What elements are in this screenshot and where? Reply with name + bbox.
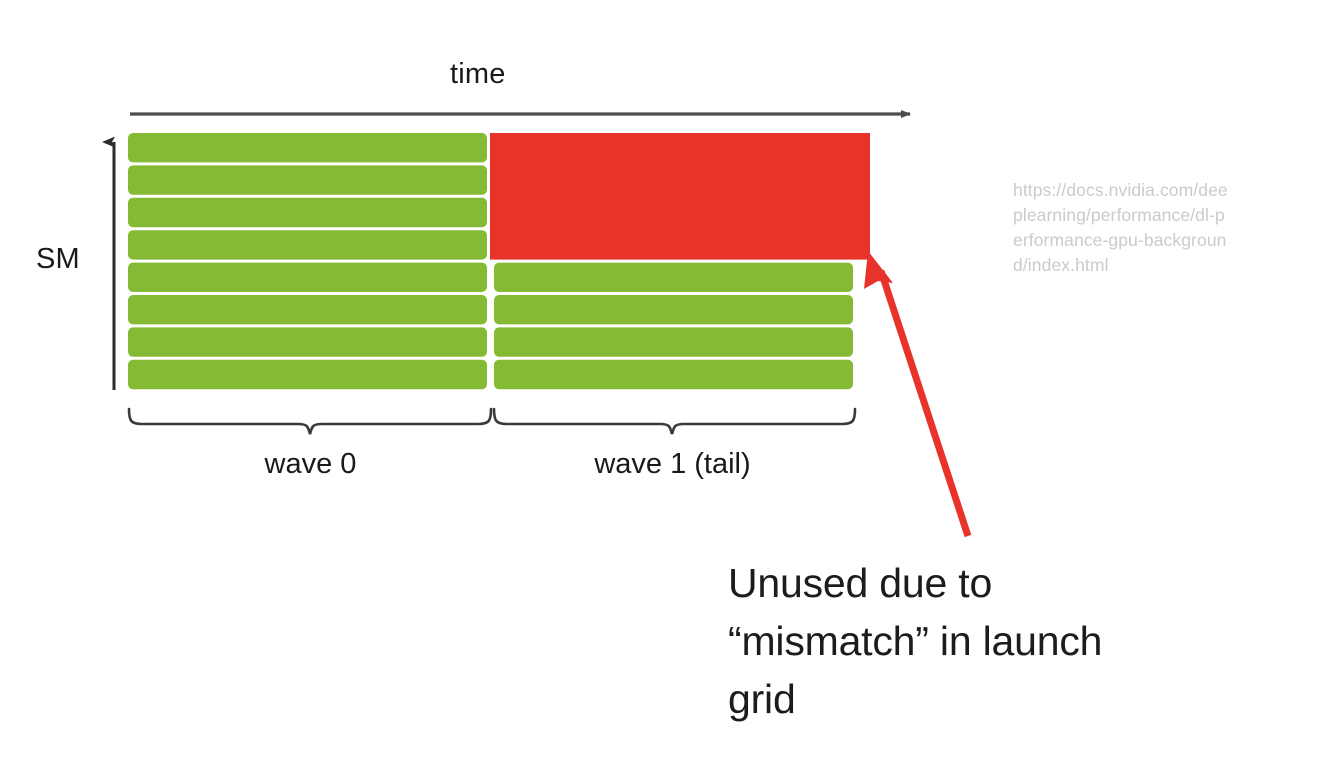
wave0-bar-row-5 <box>128 295 487 325</box>
annotation-caption: Unused due to “mismatch” in launch grid <box>728 554 1288 728</box>
wave0-brace <box>127 407 493 435</box>
wave0-bar-group <box>128 133 487 390</box>
wave-1-label: wave 1 (tail) <box>594 448 751 480</box>
wave1-bar-row-7 <box>494 359 853 390</box>
time-axis-label: time <box>450 58 506 90</box>
wave0-bar-row-6 <box>128 327 487 357</box>
source-url-text: https://docs.nvidia.com/dee plearning/pe… <box>1013 178 1303 278</box>
wave0-bar-row-3 <box>128 230 487 260</box>
wave1-brace <box>492 407 857 435</box>
wave1-bar-row-5 <box>494 295 853 325</box>
wave0-bar-row-7 <box>128 359 487 390</box>
wave0-bar-row-2 <box>128 197 487 228</box>
wave1-bar-row-4 <box>494 262 853 292</box>
source-url-line-2: plearning/performance/dl-p <box>1013 205 1225 225</box>
wave1-bar-group <box>494 262 853 390</box>
wave1-bar-row-6 <box>494 327 853 357</box>
source-url-line-1: https://docs.nvidia.com/dee <box>1013 180 1228 200</box>
wave0-bar-row-4 <box>128 262 487 292</box>
sm-axis-label: SM <box>36 243 80 275</box>
wave0-bar-row-0 <box>128 133 487 163</box>
wave-0-label: wave 0 <box>264 448 357 480</box>
source-url-line-3: erformance-gpu-backgroun <box>1013 230 1227 250</box>
annotation-caption-line-1: Unused due to <box>728 560 993 606</box>
annotation-caption-line-3: grid <box>728 676 796 722</box>
annotation-caption-line-2: “mismatch” in launch <box>728 618 1103 664</box>
unused-sm-region <box>490 133 870 260</box>
source-url-line-4: d/index.html <box>1013 255 1109 275</box>
wave1-idle-block <box>490 133 870 260</box>
annotation-arrow <box>864 251 972 538</box>
wave0-bar-row-1 <box>128 165 487 195</box>
